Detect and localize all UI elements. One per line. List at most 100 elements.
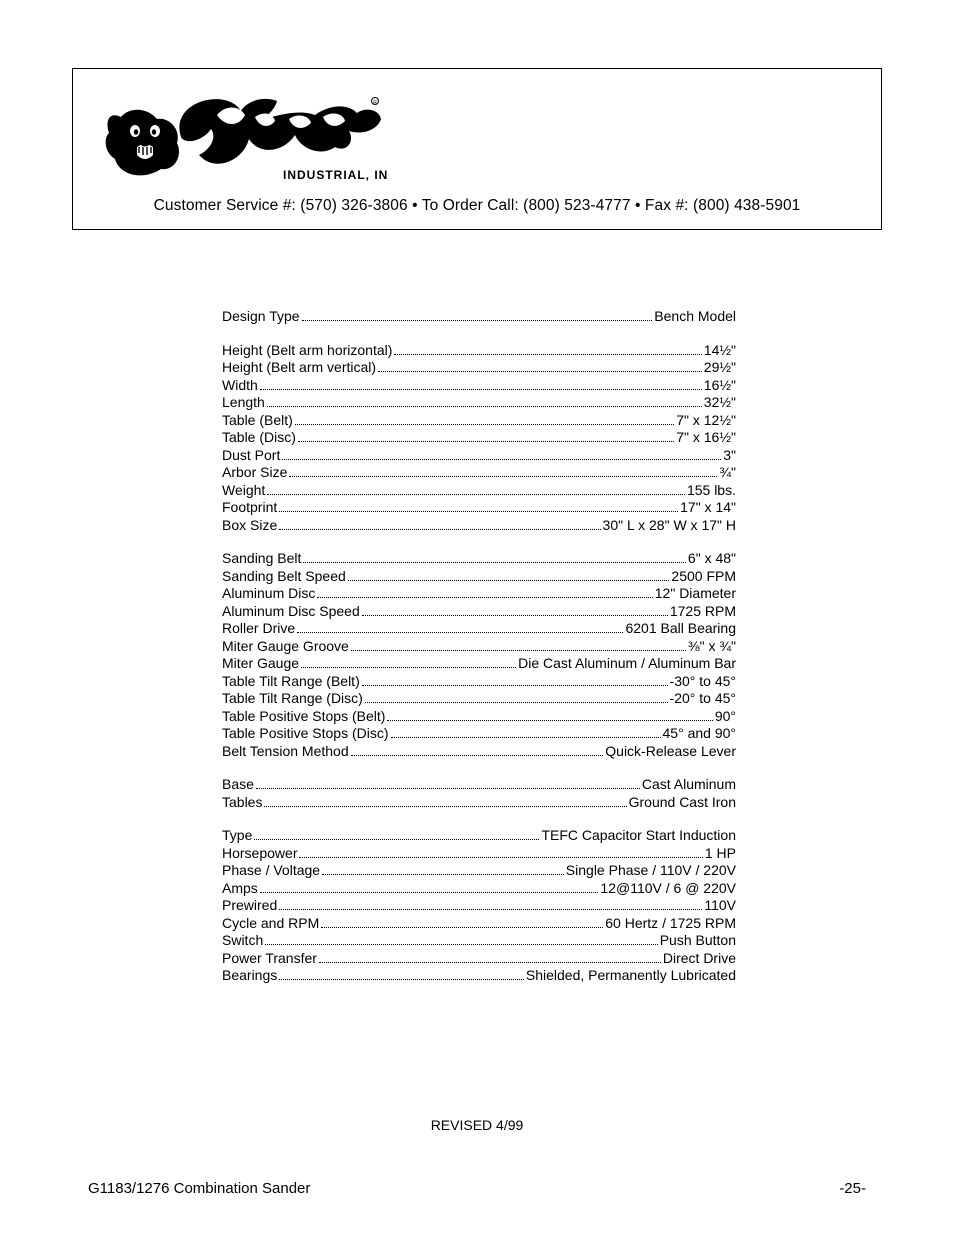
leader-dots — [279, 529, 600, 530]
leader-dots — [265, 944, 657, 945]
brand-logo: R INDUSTRIAL, INC — [99, 81, 855, 191]
spec-row: Width16½" — [222, 377, 736, 395]
spec-value: Shielded, Permanently Lubricated — [526, 967, 736, 985]
spec-value: 110V — [704, 897, 736, 915]
leader-dots — [299, 857, 702, 858]
spec-label: Bearings — [222, 967, 277, 985]
spec-label: Prewired — [222, 897, 277, 915]
spec-value: 29½" — [704, 359, 736, 377]
spec-row: Cycle and RPM 60 Hertz / 1725 RPM — [222, 915, 736, 933]
spec-value: 60 Hertz / 1725 RPM — [605, 915, 736, 933]
spec-value: 2500 FPM — [671, 568, 736, 586]
spec-row: Design Type Bench Model — [222, 308, 736, 326]
spec-value: 3" — [723, 447, 736, 465]
spec-row: Horsepower 1 HP — [222, 845, 736, 863]
spec-label: Cycle and RPM — [222, 915, 319, 933]
spec-value: 6201 Ball Bearing — [625, 620, 736, 638]
spec-row: Height (Belt arm vertical) 29½" — [222, 359, 736, 377]
spec-value: TEFC Capacitor Start Induction — [541, 827, 736, 845]
spec-label: Power Transfer — [222, 950, 317, 968]
spec-value: 32½" — [704, 394, 736, 412]
leader-dots — [260, 892, 599, 893]
spec-value: 45° and 90° — [663, 725, 736, 743]
svg-text:R: R — [373, 100, 377, 106]
leader-dots — [267, 406, 702, 407]
spec-value: Quick-Release Lever — [605, 743, 736, 761]
spec-label: Length — [222, 394, 265, 412]
spec-label: Dust Port — [222, 447, 280, 465]
leader-dots — [267, 494, 685, 495]
spec-label: Height (Belt arm horizontal) — [222, 342, 392, 360]
spec-value: 1 HP — [705, 845, 736, 863]
spec-row: Aluminum Disc Speed 1725 RPM — [222, 603, 736, 621]
leader-dots — [279, 979, 524, 980]
spec-row: Aluminum Disc12" Diameter — [222, 585, 736, 603]
spec-value: 30" L x 28" W x 17" H — [603, 517, 736, 535]
spec-label: Aluminum Disc — [222, 585, 315, 603]
spec-list: Design Type Bench Model Height (Belt arm … — [222, 308, 736, 1001]
spec-row: Sanding Belt6" x 48" — [222, 550, 736, 568]
spec-row: Miter Gauge Groove⅜" x ¾" — [222, 638, 736, 656]
spec-row: Weight 155 lbs. — [222, 482, 736, 500]
spec-row: Type TEFC Capacitor Start Induction — [222, 827, 736, 845]
spec-label: Table (Disc) — [222, 429, 296, 447]
spec-row: Footprint17" x 14" — [222, 499, 736, 517]
spec-value: 14½" — [704, 342, 736, 360]
spec-label: Amps — [222, 880, 258, 898]
spec-label: Arbor Size — [222, 464, 287, 482]
spec-row: Switch Push Button — [222, 932, 736, 950]
spec-value: -30° to 45° — [670, 673, 736, 691]
spec-label: Weight — [222, 482, 265, 500]
spec-label: Width — [222, 377, 258, 395]
spec-value: Single Phase / 110V / 220V — [566, 862, 736, 880]
spec-value: Direct Drive — [663, 950, 736, 968]
spec-value: Bench Model — [654, 308, 736, 326]
revised-note: REVISED 4/99 — [0, 1117, 954, 1133]
leader-dots — [282, 459, 721, 460]
spec-group: Design Type Bench Model — [222, 308, 736, 326]
spec-row: Sanding Belt Speed 2500 FPM — [222, 568, 736, 586]
spec-group: Type TEFC Capacitor Start InductionHorse… — [222, 827, 736, 985]
spec-row: Power Transfer Direct Drive — [222, 950, 736, 968]
spec-value: Push Button — [660, 932, 736, 950]
spec-row: Table Tilt Range (Disc) -20° to 45° — [222, 690, 736, 708]
spec-row: Bearings Shielded, Permanently Lubricate… — [222, 967, 736, 985]
spec-row: Length 32½" — [222, 394, 736, 412]
spec-value: 17" x 14" — [680, 499, 736, 517]
spec-row: Amps 12@110V / 6 @ 220V — [222, 880, 736, 898]
spec-value: 155 lbs. — [687, 482, 736, 500]
leader-dots — [279, 909, 702, 910]
spec-value: Cast Aluminum — [642, 776, 736, 794]
spec-row: Table Tilt Range (Belt) -30° to 45° — [222, 673, 736, 691]
leader-dots — [319, 962, 661, 963]
spec-label: Miter Gauge Groove — [222, 638, 349, 656]
leader-dots — [303, 562, 686, 563]
leader-dots — [289, 476, 717, 477]
spec-group: Base Cast AluminumTables Ground Cast Iro… — [222, 776, 736, 811]
leader-dots — [348, 580, 670, 581]
spec-row: Miter Gauge Die Cast Aluminum / Aluminum… — [222, 655, 736, 673]
spec-label: Horsepower — [222, 845, 297, 863]
spec-label: Switch — [222, 932, 263, 950]
header-card: R INDUSTRIAL, INC Customer Service #: (5… — [72, 68, 882, 230]
leader-dots — [260, 389, 702, 390]
brand-subtext: INDUSTRIAL, INC — [283, 168, 389, 182]
spec-label: Height (Belt arm vertical) — [222, 359, 376, 377]
spec-label: Design Type — [222, 308, 300, 326]
leader-dots — [365, 702, 668, 703]
footer-page: -25- — [839, 1180, 866, 1197]
spec-label: Type — [222, 827, 252, 845]
spec-row: Table Positive Stops (Belt) 90° — [222, 708, 736, 726]
footer-model: G1183/1276 Combination Sander — [88, 1180, 310, 1197]
leader-dots — [302, 320, 653, 321]
spec-value: Die Cast Aluminum / Aluminum Bar — [518, 655, 736, 673]
spec-value: Ground Cast Iron — [629, 794, 736, 812]
leader-dots — [317, 597, 652, 598]
spec-label: Table Tilt Range (Belt) — [222, 673, 360, 691]
spec-label: Sanding Belt Speed — [222, 568, 346, 586]
spec-value: 12@110V / 6 @ 220V — [600, 880, 736, 898]
spec-label: Miter Gauge — [222, 655, 299, 673]
leader-dots — [254, 839, 539, 840]
leader-dots — [264, 806, 626, 807]
spec-value: 7" x 16½" — [676, 429, 736, 447]
